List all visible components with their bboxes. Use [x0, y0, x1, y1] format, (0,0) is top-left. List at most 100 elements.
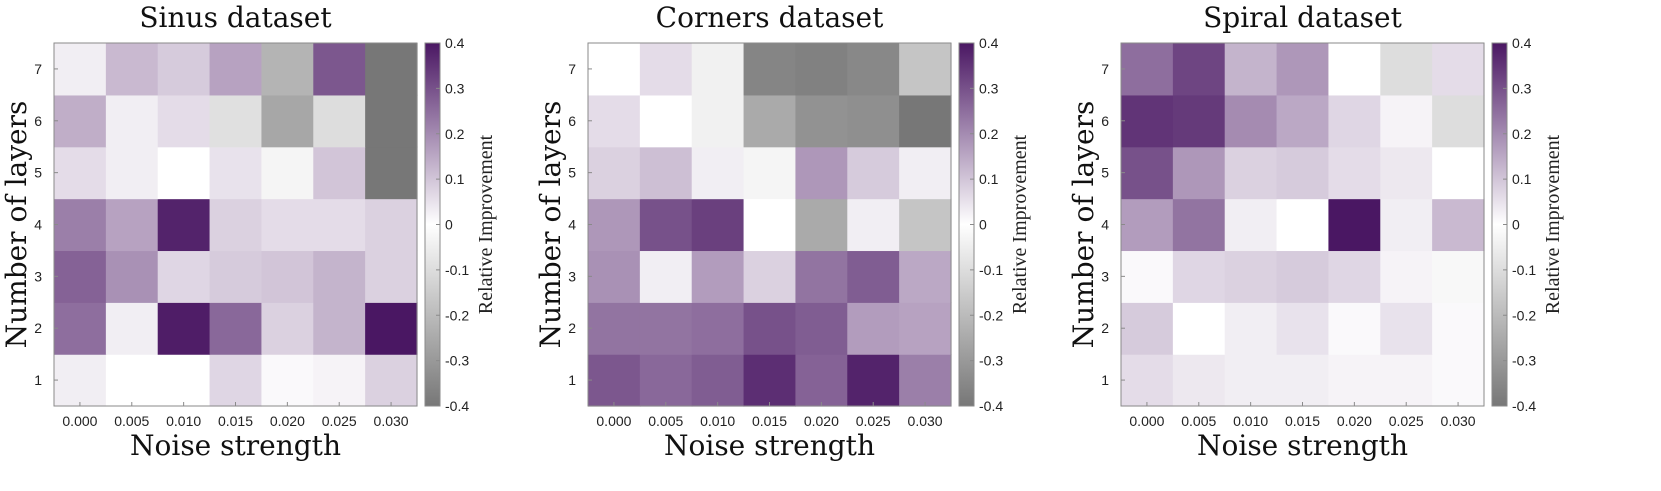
- heatmap-cell: [639, 302, 693, 355]
- heatmap-cell: [261, 43, 314, 96]
- heatmap-cell: [795, 250, 848, 303]
- x-axis-label: Noise strength: [664, 429, 875, 462]
- heatmap-cell: [157, 43, 211, 96]
- heatmap-cell: [639, 354, 693, 407]
- x-tick-label: 0.000: [596, 413, 631, 429]
- heatmap-cell: [899, 198, 952, 252]
- heatmap-cell: [899, 43, 952, 96]
- heatmap-cell: [588, 43, 641, 96]
- heatmap-cell: [1432, 354, 1485, 407]
- heatmap-cell: [1328, 198, 1381, 252]
- heatmap-cell: [209, 250, 263, 303]
- heatmap-cell: [639, 198, 693, 252]
- heatmap-cell: [105, 198, 159, 252]
- heatmap-cell: [899, 302, 952, 355]
- heatmap-cell: [1121, 250, 1174, 303]
- y-tick-label: 4: [34, 217, 42, 233]
- heatmap-cell: [1328, 43, 1381, 96]
- heatmap-cell: [261, 302, 314, 355]
- heatmap-cell: [1380, 43, 1433, 96]
- heatmap-cell: [209, 43, 263, 96]
- colorbar-tick-label: 0: [1512, 217, 1520, 233]
- x-tick-label: 0.000: [1129, 413, 1164, 429]
- heatmap-cell: [743, 94, 797, 148]
- y-tick-label: 6: [34, 113, 42, 129]
- heatmap-cell: [261, 146, 314, 200]
- y-axis-label: Number of layers: [534, 101, 567, 349]
- heatmap-cell: [1328, 250, 1381, 303]
- heatmap-cell: [899, 94, 952, 148]
- heatmap-cell: [1121, 43, 1174, 96]
- heatmap-cell: [795, 198, 848, 252]
- heatmap-cell: [209, 302, 263, 355]
- heatmap-cell: [365, 94, 418, 148]
- heatmap-cell: [1276, 198, 1330, 252]
- chart-title: Spiral dataset: [1203, 1, 1402, 34]
- heatmap-cell: [261, 198, 314, 252]
- x-tick-label: 0.020: [270, 413, 305, 429]
- heatmap-cell: [743, 146, 797, 200]
- y-tick-label: 4: [568, 217, 576, 233]
- heatmap-cell: [691, 354, 745, 407]
- heatmap-cell: [1380, 302, 1433, 355]
- heatmap-cell: [54, 302, 107, 355]
- heatmap-panel-1: 0.000 0.005 0.010 0.015 0.020 0.025 0.030 1 2 3 4 5…: [0, 1, 497, 462]
- heatmap-cell: [209, 146, 263, 200]
- heatmap-cell: [1172, 43, 1226, 96]
- heatmap-cell: [588, 354, 641, 407]
- heatmap-cell: [1432, 250, 1485, 303]
- heatmap-panel-2: 0.000 0.005 0.010 0.015 0.020 0.025 0.030 1 2 3 4 5…: [534, 1, 1031, 462]
- heatmap-cell: [365, 302, 418, 355]
- heatmap-cell: [1172, 94, 1226, 148]
- colorbar-tick-label: 0.1: [1512, 171, 1532, 187]
- colorbar-tick-label: -0.2: [979, 307, 1003, 323]
- heatmap-cell: [54, 43, 107, 96]
- colorbar-tick-label: 0.3: [1512, 80, 1532, 96]
- heatmap-cell: [1276, 250, 1330, 303]
- heatmap-cell: [261, 94, 314, 148]
- y-tick-label: 1: [1101, 372, 1109, 388]
- colorbar-tick-label: -0.4: [1512, 398, 1536, 414]
- colorbar-label: Relative Improvement: [1009, 134, 1031, 314]
- chart-title: Sinus dataset: [139, 1, 332, 34]
- heatmap-cell: [1380, 250, 1433, 303]
- colorbar-tick-label: 0.2: [979, 126, 999, 142]
- colorbar-tick-label: 0: [445, 217, 453, 233]
- heatmap-cell: [313, 302, 366, 355]
- heatmap-cell: [639, 94, 693, 148]
- heatmap-cell: [588, 198, 641, 252]
- heatmap-panel-3: 0.000 0.005 0.010 0.015 0.020 0.025 0.030 1 2 3 4 5…: [1067, 1, 1564, 462]
- heatmap-cell: [1380, 94, 1433, 148]
- heatmap-cell: [1276, 43, 1330, 96]
- y-tick-label: 3: [1101, 268, 1109, 284]
- y-tick-label: 4: [1101, 217, 1109, 233]
- x-tick-label: 0.020: [1337, 413, 1372, 429]
- heatmap-cell: [365, 43, 418, 96]
- heatmap-cell: [365, 354, 418, 407]
- heatmap-cell: [1224, 354, 1278, 407]
- colorbar-tick-label: -0.3: [979, 353, 1003, 369]
- heatmap-cell: [795, 94, 848, 148]
- y-tick-label: 7: [568, 61, 576, 77]
- heatmap-cell: [899, 146, 952, 200]
- heatmap-cell: [313, 354, 366, 407]
- y-tick-label: 2: [568, 320, 576, 336]
- heatmap-cell: [365, 250, 418, 303]
- heatmap-cell: [1172, 250, 1226, 303]
- heatmap-cell: [1432, 94, 1485, 148]
- heatmap-cell: [1328, 146, 1381, 200]
- heatmap-cell: [691, 43, 745, 96]
- colorbar-tick-label: -0.2: [445, 307, 469, 323]
- heatmap-cell: [1224, 198, 1278, 252]
- x-tick-label: 0.005: [114, 413, 149, 429]
- heatmap-cell: [691, 250, 745, 303]
- heatmap-cell: [1432, 43, 1485, 96]
- y-axis-label: Number of layers: [0, 101, 33, 349]
- heatmap-cell: [639, 43, 693, 96]
- colorbar-tick-label: 0: [979, 217, 987, 233]
- heatmap-cell: [691, 94, 745, 148]
- heatmap-cell: [157, 250, 211, 303]
- heatmap-cell: [157, 94, 211, 148]
- heatmap-cell: [1121, 198, 1174, 252]
- heatmap-cell: [54, 94, 107, 148]
